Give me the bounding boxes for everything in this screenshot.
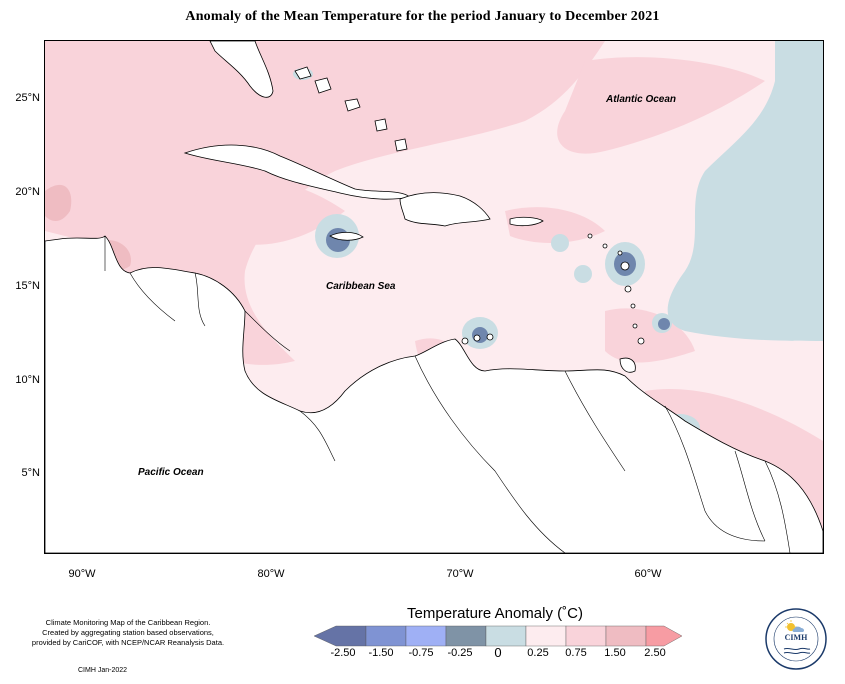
anomaly-spot-negative <box>574 265 592 283</box>
lat-label-20n: 20°N <box>15 186 40 198</box>
country-borders <box>104 236 791 553</box>
notes-line-2: Created by aggregating station based obs… <box>42 628 214 637</box>
puerto-rico <box>509 216 544 227</box>
legend-tick: -1.50 <box>368 647 394 659</box>
legend-tick: -2.50 <box>330 647 356 659</box>
anomaly-area-positive <box>557 57 765 154</box>
map-area <box>44 40 824 554</box>
anomaly-spot-strong-negative <box>472 327 488 343</box>
legend-swatch-9 <box>645 625 683 647</box>
map-notes: Climate Monitoring Map of the Caribbean … <box>8 618 248 648</box>
caribbean-sea-label: Caribbean Sea <box>326 281 396 292</box>
anomaly-area-positive <box>605 308 695 363</box>
atlantic-ocean-label: Atlantic Ocean <box>606 94 677 105</box>
notes-line-1: Climate Monitoring Map of the Caribbean … <box>45 618 211 627</box>
lat-label-25n: 25°N <box>15 92 40 104</box>
lon-label-60w: 60°W <box>634 568 662 580</box>
legend-tick: 2.50 <box>644 647 666 659</box>
legend-swatch-8 <box>605 625 647 647</box>
lon-label-70w: 70°W <box>446 568 474 580</box>
lat-label-15n: 15°N <box>15 280 40 292</box>
legend-swatch-1 <box>314 625 367 647</box>
anomaly-spot-negative <box>551 234 569 252</box>
legend-swatch-2 <box>365 625 407 647</box>
anomaly-area-positive <box>194 178 345 245</box>
legend-swatch-6 <box>525 625 567 647</box>
legend-tick: -0.25 <box>447 647 473 659</box>
legend-tick: 0 <box>494 645 502 660</box>
legend-title: Temperature Anomaly (˚C) <box>407 605 583 622</box>
logo-text: CIMH <box>784 633 808 642</box>
central-south-america <box>45 235 823 553</box>
lon-label-90w: 90°W <box>68 568 96 580</box>
legend-swatch-5 <box>485 625 527 647</box>
cimh-logo <box>765 608 827 670</box>
anomaly-spot-strong-negative <box>658 318 670 330</box>
lat-label-10n: 10°N <box>15 374 40 386</box>
credit-text: CIMH Jan-2022 <box>78 667 128 674</box>
trinidad <box>619 357 636 373</box>
legend-swatch-3 <box>405 625 447 647</box>
legend-swatch-7 <box>565 625 607 647</box>
map-title: Anomaly of the Mean Temperature for the … <box>185 9 660 24</box>
legend-colorbar <box>314 625 683 647</box>
lat-label-5n: 5°N <box>21 467 40 479</box>
pacific-ocean-label: Pacific Ocean <box>138 467 204 478</box>
anomaly-area-strong-positive <box>45 184 72 221</box>
hispaniola <box>399 192 491 227</box>
anomaly-area-negative-atlantic <box>667 41 823 341</box>
anomaly-map <box>45 41 823 553</box>
legend-tick: 0.75 <box>565 647 587 659</box>
florida <box>209 41 274 98</box>
landmasses <box>45 41 823 553</box>
notes-line-3: provided by CariCOF, with NCEP/NCAR Rean… <box>31 638 225 647</box>
legend-tick: 1.50 <box>604 647 626 659</box>
jamaica <box>329 231 364 241</box>
legend-swatch-4 <box>445 625 487 647</box>
anomaly-area-positive <box>505 207 605 243</box>
lon-label-80w: 80°W <box>257 568 285 580</box>
legend-tick: -0.75 <box>408 647 434 659</box>
legend-tick: 0.25 <box>527 647 549 659</box>
